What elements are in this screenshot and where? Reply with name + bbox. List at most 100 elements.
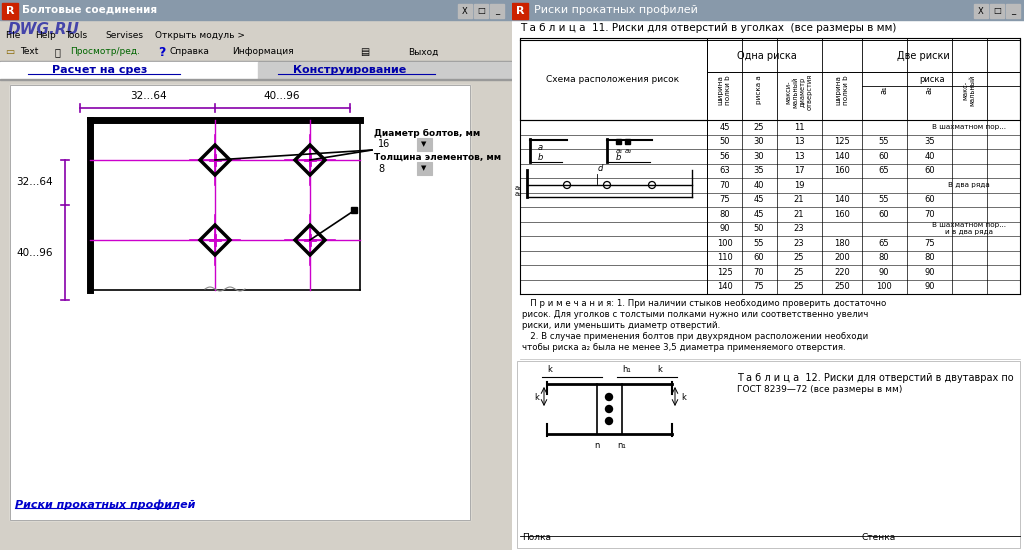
Bar	[990, 4, 1004, 18]
Bar	[10, 85, 470, 520]
Text: a₂: a₂	[515, 191, 522, 197]
Text: d: d	[597, 164, 603, 173]
Text: Tools: Tools	[65, 31, 87, 41]
Text: 35: 35	[754, 166, 764, 175]
Text: макси-
мальный
диаметр
отверстия: макси- мальный диаметр отверстия	[785, 74, 812, 110]
Text: n: n	[594, 441, 600, 450]
Bar	[417, 162, 432, 175]
Text: DWG.RU: DWG.RU	[8, 23, 80, 37]
Text: 125: 125	[717, 268, 733, 277]
Text: ▭: ▭	[5, 47, 14, 57]
Bar	[417, 138, 432, 151]
Text: Риски прокатных профилей: Риски прокатных профилей	[534, 5, 698, 15]
Text: 60: 60	[754, 253, 764, 262]
Text: 40: 40	[754, 181, 764, 190]
Text: 65: 65	[879, 166, 889, 175]
Text: 25: 25	[754, 123, 764, 132]
Bar	[517, 361, 1020, 548]
Bar	[0, 0, 512, 20]
Bar	[616, 139, 621, 144]
Text: Text: Text	[20, 47, 38, 57]
Text: ▼: ▼	[421, 141, 427, 147]
Circle shape	[605, 405, 612, 412]
Text: Одна риска: Одна риска	[737, 51, 797, 61]
Text: 100: 100	[717, 239, 733, 248]
Text: 180: 180	[835, 239, 850, 248]
Circle shape	[605, 417, 612, 425]
Text: макс-
мальный: макс- мальный	[963, 74, 976, 106]
Text: 60: 60	[879, 152, 889, 161]
Text: 13: 13	[794, 152, 804, 161]
Text: 21: 21	[794, 210, 804, 219]
Bar	[458, 4, 472, 18]
Text: Толщина элементов, мм: Толщина элементов, мм	[374, 153, 501, 162]
Bar	[474, 4, 488, 18]
Text: 80: 80	[879, 253, 889, 262]
Text: 45: 45	[720, 123, 730, 132]
Text: ?: ?	[158, 46, 165, 58]
Text: 23: 23	[794, 239, 804, 248]
Text: 220: 220	[835, 268, 850, 277]
Text: 250: 250	[835, 282, 850, 292]
Text: Информация: Информация	[232, 47, 294, 57]
Text: h₁: h₁	[622, 365, 631, 374]
Bar	[1006, 4, 1020, 18]
Bar	[510, 0, 1024, 20]
Text: 60: 60	[879, 210, 889, 219]
Text: 100: 100	[877, 282, 892, 292]
Text: Servises: Servises	[105, 31, 143, 41]
Text: риска: риска	[920, 74, 945, 84]
Text: 30: 30	[754, 152, 764, 161]
Text: k: k	[547, 365, 552, 374]
Bar	[0, 43, 512, 60]
Text: 60: 60	[925, 166, 935, 175]
Text: 63: 63	[720, 166, 730, 175]
Text: Схема расположения рисок: Схема расположения рисок	[547, 75, 680, 85]
Text: _: _	[1011, 7, 1015, 15]
Text: a: a	[538, 144, 543, 152]
Text: В шахматном пор...: В шахматном пор...	[932, 124, 1006, 130]
Bar	[520, 38, 1020, 120]
Text: 200: 200	[835, 253, 850, 262]
Text: 17: 17	[794, 166, 804, 175]
Text: 55: 55	[879, 138, 889, 146]
Text: a₂: a₂	[625, 148, 632, 154]
Text: 40...96: 40...96	[16, 248, 53, 258]
Bar	[625, 139, 630, 144]
Text: R: R	[516, 6, 524, 15]
Text: 75: 75	[925, 239, 935, 248]
Text: 25: 25	[794, 253, 804, 262]
Text: 140: 140	[835, 152, 850, 161]
Text: чтобы риска a₂ была не менее 3,5 диаметра применяемого отверстия.: чтобы риска a₂ была не менее 3,5 диаметр…	[522, 343, 846, 352]
Text: Открыть модуль >: Открыть модуль >	[155, 31, 245, 41]
Text: 75: 75	[720, 195, 730, 204]
Text: ширина
полки b: ширина полки b	[718, 75, 730, 105]
Text: 25: 25	[794, 268, 804, 277]
Text: В два ряда: В два ряда	[948, 182, 990, 188]
Text: Диаметр болтов, мм: Диаметр болтов, мм	[374, 129, 480, 138]
Text: 140: 140	[717, 282, 733, 292]
Text: b: b	[616, 153, 622, 162]
Text: 50: 50	[720, 138, 730, 146]
Bar	[10, 85, 470, 520]
Text: 45: 45	[754, 210, 764, 219]
Text: 56: 56	[720, 152, 730, 161]
Text: 65: 65	[879, 239, 889, 248]
Text: 55: 55	[879, 195, 889, 204]
Circle shape	[605, 393, 612, 400]
Text: 90: 90	[925, 282, 935, 292]
Text: 125: 125	[835, 138, 850, 146]
Text: 90: 90	[925, 268, 935, 277]
Text: Две риски: Две риски	[897, 51, 949, 61]
Bar	[517, 361, 1020, 548]
Text: Выход: Выход	[408, 47, 438, 57]
Text: Болтовые соединения: Болтовые соединения	[22, 5, 157, 15]
Text: n₁: n₁	[617, 441, 627, 450]
Text: 90: 90	[879, 268, 889, 277]
Text: k: k	[657, 365, 662, 374]
Text: a₁: a₁	[515, 185, 522, 191]
Text: 13: 13	[794, 138, 804, 146]
Text: X: X	[462, 7, 468, 15]
Bar	[490, 4, 504, 18]
Text: 70: 70	[925, 210, 935, 219]
